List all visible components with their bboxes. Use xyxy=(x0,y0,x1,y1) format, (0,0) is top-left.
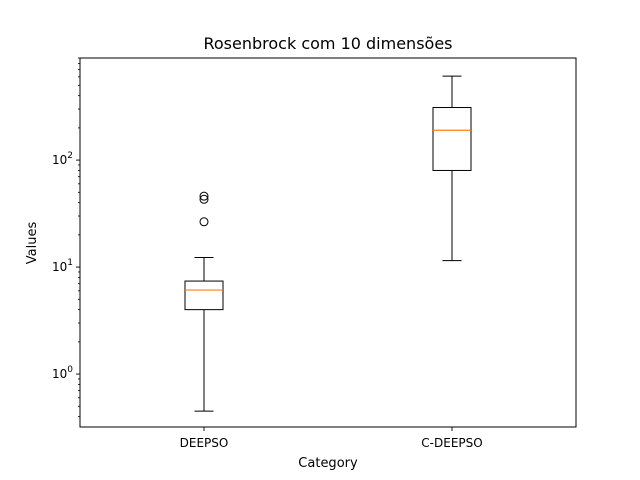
y-axis-label: Values xyxy=(25,222,40,265)
outlier-point xyxy=(199,194,209,204)
box-c-deepso xyxy=(432,107,472,171)
chart-title: Rosenbrock com 10 dimensões xyxy=(203,34,452,53)
x-axis-label: Category xyxy=(298,456,358,471)
y-tick-label: 101 xyxy=(52,258,73,274)
axes-frame xyxy=(79,57,577,428)
y-tick-exponent: 2 xyxy=(67,151,73,161)
y-tick-base: 10 xyxy=(52,260,67,274)
y-tick-label: 102 xyxy=(52,151,73,167)
y-tick-exponent: 1 xyxy=(67,258,73,268)
y-tick-exponent: 0 xyxy=(67,365,73,375)
y-tick-label: 100 xyxy=(52,365,73,381)
outlier-point xyxy=(199,217,209,227)
outlier-point xyxy=(199,191,209,201)
y-tick-base: 10 xyxy=(52,153,67,167)
box-deepso xyxy=(184,280,224,311)
x-tick-label: C-DEEPSO xyxy=(421,436,482,450)
x-tick-label: DEEPSO xyxy=(180,436,229,450)
y-tick-base: 10 xyxy=(52,367,67,381)
